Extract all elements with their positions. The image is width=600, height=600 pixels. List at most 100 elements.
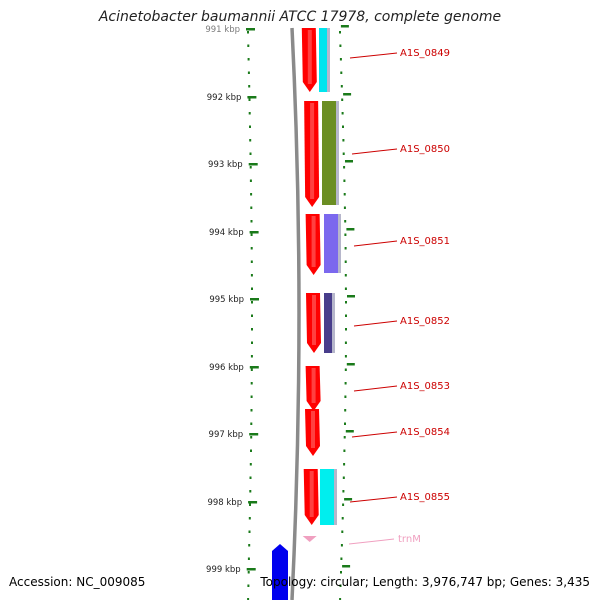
gene-arrow-highlight (311, 216, 316, 267)
gene-label[interactable]: A1S_0850 (400, 144, 450, 155)
minor-tick (250, 409, 253, 412)
minor-tick (248, 530, 251, 533)
label-leader-line (353, 385, 398, 392)
gene-arrow[interactable] (305, 293, 321, 353)
minor-tick (247, 557, 250, 560)
kbp-scale: 991 kbp 992 kbp 993 kbp 994 kbp 995 kbp 996 k… (205, 25, 355, 575)
gene-label[interactable]: A1S_0851 (400, 236, 450, 247)
minor-tick (344, 409, 347, 412)
gene-arrow-highlight (311, 368, 316, 403)
kbp-label: 992 kbp (207, 93, 242, 103)
gene-label[interactable]: A1S_0855 (400, 492, 450, 503)
minor-tick (343, 206, 346, 209)
minor-tick (249, 125, 251, 128)
minor-tick (250, 274, 253, 277)
gene-arrow[interactable] (303, 469, 319, 525)
kbp-label: 991 kbp (205, 25, 240, 35)
cog-box-shadow (327, 28, 330, 92)
kbp-label: 995 kbp (209, 295, 244, 305)
gene-labels: A1S_0849 A1S_0850 A1S_0851 A1S_0852 A1S_0853… (348, 48, 450, 545)
minor-tick (344, 287, 347, 290)
major-tick (247, 96, 257, 99)
trna-marker[interactable] (302, 536, 317, 542)
minor-tick (247, 44, 250, 47)
gene-arrow-blue[interactable] (272, 544, 288, 600)
minor-tick (341, 112, 344, 115)
minor-tick (249, 476, 252, 479)
minor-tick (250, 233, 253, 236)
label-leader-line (353, 240, 398, 247)
label-leader-line (351, 148, 398, 155)
minor-tick (343, 166, 346, 169)
cog-box-shadow (336, 101, 339, 205)
minor-tick (249, 490, 252, 493)
minor-tick (340, 544, 343, 547)
minor-tick (345, 328, 347, 331)
minor-tick (250, 355, 253, 358)
minor-tick (250, 206, 253, 209)
minor-tick (247, 571, 250, 574)
minor-tick (344, 341, 347, 344)
cog-box[interactable] (319, 28, 327, 92)
minor-tick (342, 125, 344, 128)
minor-tick (249, 139, 252, 142)
genome-backbone (290, 27, 301, 600)
minor-tick (250, 220, 253, 223)
cog-box[interactable] (322, 101, 336, 205)
gene-arrow[interactable] (301, 28, 317, 92)
minor-tick (251, 301, 253, 304)
minor-tick (250, 395, 253, 398)
minor-tick (249, 152, 252, 155)
minor-tick (339, 598, 342, 600)
gene-label[interactable]: A1S_0849 (400, 48, 450, 59)
gene-label[interactable]: A1S_0852 (400, 316, 450, 327)
major-tick (248, 163, 258, 166)
major-tick (246, 28, 255, 31)
minor-tick (248, 517, 251, 520)
minor-tick (342, 476, 345, 479)
major-tick (344, 498, 353, 501)
minor-tick (249, 179, 252, 182)
major-tick (340, 25, 349, 28)
gene-arrow[interactable] (305, 366, 321, 411)
gene-label[interactable]: A1S_0854 (400, 427, 450, 438)
gene-arrow[interactable] (305, 214, 321, 275)
gene-label[interactable]: trnM (398, 534, 421, 545)
gene-arrow[interactable] (304, 101, 320, 207)
minor-tick (339, 58, 342, 61)
minor-tick (344, 274, 347, 277)
label-leader-line (353, 320, 398, 327)
minor-tick (342, 152, 345, 155)
gene-arrow[interactable] (305, 409, 321, 456)
genome-summary-text: Topology: circular; Length: 3,976,747 bp… (260, 575, 590, 589)
gene-track (301, 28, 341, 542)
gene-arrow-highlight (311, 411, 315, 448)
minor-tick (343, 463, 346, 466)
major-tick (249, 366, 259, 369)
kbp-label: 997 kbp (209, 430, 244, 440)
cog-box[interactable] (324, 214, 338, 273)
minor-tick (250, 193, 253, 196)
minor-tick (250, 368, 253, 371)
minor-tick (248, 544, 251, 547)
gene-label[interactable]: A1S_0853 (400, 381, 450, 392)
cog-box[interactable] (324, 293, 332, 353)
minor-tick (343, 193, 346, 196)
cog-box-shadow (334, 469, 337, 525)
minor-tick (342, 490, 345, 493)
minor-tick (345, 314, 347, 317)
major-tick (342, 565, 351, 568)
minor-tick (339, 584, 342, 587)
major-tick (346, 228, 355, 231)
minor-tick (340, 571, 342, 574)
label-leader-line (351, 431, 398, 438)
gene-arrow-highlight (309, 471, 314, 517)
minor-tick (248, 85, 251, 88)
minor-tick (247, 584, 250, 587)
cog-box[interactable] (320, 469, 334, 525)
gene-arrow-highlight (310, 103, 315, 199)
label-leader-line (349, 52, 398, 59)
minor-tick (248, 112, 251, 115)
minor-tick (341, 517, 344, 520)
